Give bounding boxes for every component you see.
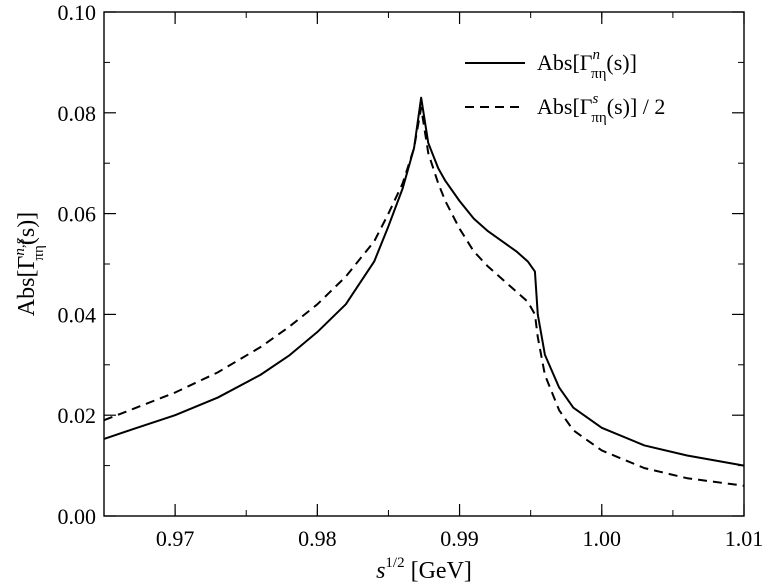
x-tick-label: 0.97 (156, 526, 195, 551)
x-axis-label: s1/2 [GeV] (376, 555, 472, 584)
x-tick-label: 1.01 (725, 526, 764, 551)
x-tick-label: 0.98 (298, 526, 337, 551)
x-tick-label: 1.00 (583, 526, 622, 551)
x-tick-label: 0.99 (440, 526, 479, 551)
y-tick-label: 0.10 (58, 0, 97, 25)
series-layer (103, 96, 745, 487)
y-tick-label: 0.04 (58, 302, 97, 327)
series-line-s (103, 106, 745, 487)
y-tick-label: 0.06 (58, 202, 97, 227)
y-tick-label: 0.08 (58, 101, 97, 126)
y-tick-label: 0.00 (58, 504, 97, 529)
legend: Abs[Γn πη(s)] Abs[Γs πη(s)] / 2 (465, 47, 665, 126)
legend-entry-s: Abs[Γs πη(s)] / 2 (537, 91, 665, 126)
series-line-n (103, 96, 745, 467)
y-axis-label: Abs[Γn,s πη(s)] (12, 212, 47, 316)
legend-entry-n: Abs[Γn πη(s)] (537, 47, 637, 82)
y-tick-label: 0.02 (58, 403, 97, 428)
plot-frame (103, 11, 745, 517)
ticks: 0.97 0.98 0.99 1.00 1.01 0.00 0.02 0.04 0.06 0.08… (58, 0, 764, 551)
